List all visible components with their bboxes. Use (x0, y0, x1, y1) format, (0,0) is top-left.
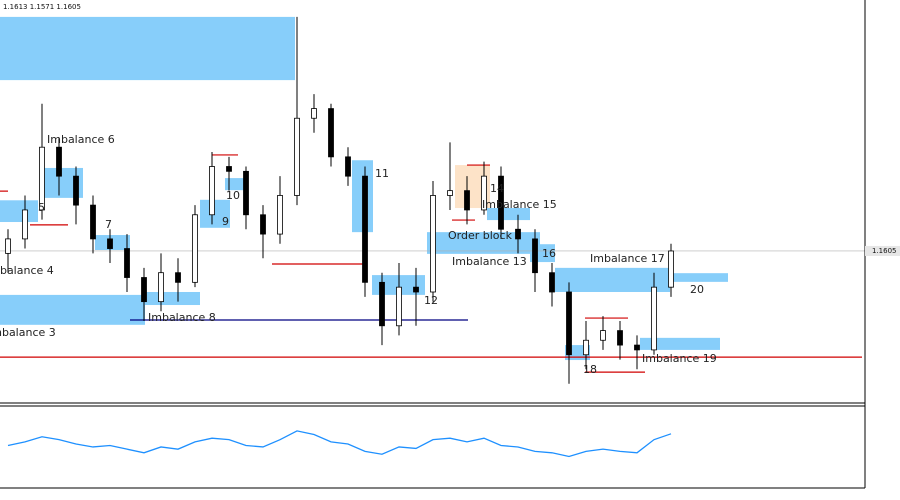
zone-label: 16 (542, 247, 556, 260)
candle-body (566, 291, 572, 356)
annotation: Imbalance 13 (452, 255, 527, 268)
rsi-line (7, 430, 672, 458)
candle-body (192, 214, 198, 283)
candle-body (668, 250, 674, 288)
zone (0, 294, 145, 325)
candle-body (362, 175, 368, 283)
candle-body (328, 108, 334, 158)
zone-label: 10 (226, 189, 240, 202)
zone (555, 267, 670, 292)
candle-body (141, 277, 147, 303)
zone-label: 14 (490, 182, 504, 195)
candle-body (447, 190, 453, 196)
zone-label: 20 (690, 283, 704, 296)
candle-body (617, 330, 623, 346)
zone-label: 12 (424, 294, 438, 307)
candle-body (532, 238, 538, 274)
zone-label: Imbalance 17 (590, 252, 665, 265)
candle-body (107, 238, 113, 249)
candle-body (277, 195, 283, 235)
candle-body (651, 286, 657, 351)
candle-body (583, 339, 589, 356)
zone (145, 291, 200, 306)
zone-label: 9 (222, 215, 229, 228)
zone-label: Imbalance 6 (47, 133, 115, 146)
zone (0, 16, 295, 81)
last-price-label: 1.1605 (872, 247, 897, 255)
zone-label: Order block (448, 229, 513, 242)
candle-body (549, 272, 555, 293)
zone-label: Imbalance 19 (642, 352, 717, 365)
candle-body (39, 146, 45, 211)
candle-body (73, 175, 79, 206)
candle-body (175, 272, 181, 283)
candle-body (260, 214, 266, 235)
candle-body (158, 272, 164, 303)
annotation: Imbalance 4 (0, 264, 54, 277)
zone (670, 273, 728, 282)
zone-label: 7 (105, 218, 112, 231)
candle-body (498, 175, 504, 230)
zone-label: 18 (583, 363, 597, 376)
candle-body (396, 286, 402, 327)
candle-body (600, 330, 606, 341)
candle-body (481, 175, 487, 211)
candle-body (124, 248, 130, 278)
zone-label: 11 (375, 167, 389, 180)
zone (225, 178, 245, 191)
zone (0, 200, 38, 223)
ohlc-header: 1.1613 1.1571 1.1605 (3, 3, 81, 11)
candle-body (209, 166, 215, 216)
zone (200, 199, 230, 228)
candle-body (634, 344, 640, 351)
candle-body (22, 209, 28, 240)
candle-body (90, 204, 96, 240)
candle-body (464, 190, 470, 211)
candle-body (311, 108, 317, 119)
candle-body (515, 228, 521, 240)
candle-body (345, 156, 351, 177)
candle-body (243, 170, 249, 216)
zone-label: Imbalance 3 (0, 326, 56, 339)
zone (427, 232, 540, 254)
zone-label: 5 (38, 201, 45, 214)
zone (487, 208, 530, 221)
zone-label: Imbalance 15 (482, 198, 557, 211)
last-price-box (865, 245, 900, 256)
zone-label: Imbalance 8 (148, 311, 216, 324)
candle-body (413, 286, 419, 293)
candle-body (226, 166, 232, 172)
candle-body (5, 238, 11, 254)
candle-body (294, 117, 300, 196)
zone (640, 337, 720, 350)
candle-body (379, 281, 385, 327)
candle-body (430, 195, 436, 293)
candle-body (56, 146, 62, 177)
